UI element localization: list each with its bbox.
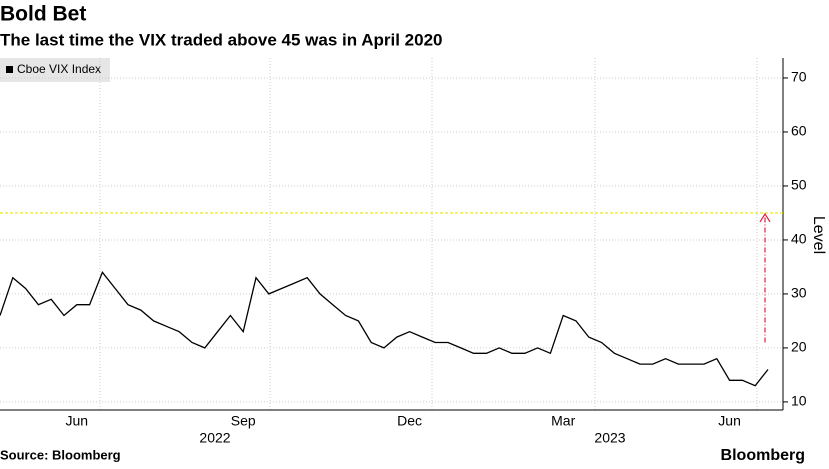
legend-label: Cboe VIX Index (17, 62, 101, 76)
y-axis-title: Level (810, 216, 827, 254)
x-tick-label: Jun (718, 413, 741, 429)
legend-swatch (6, 66, 13, 73)
source: Source: Bloomberg (0, 447, 121, 462)
y-tick-label: 30 (791, 285, 807, 301)
year-label: 2022 (199, 430, 230, 446)
y-tick-label: 40 (791, 231, 807, 247)
y-tick-label: 20 (791, 339, 807, 355)
y-tick-label: 50 (791, 177, 807, 193)
x-tick-label: Dec (397, 413, 422, 429)
y-tick-label: 10 (791, 393, 807, 409)
x-tick-label: Sep (231, 413, 256, 429)
y-tick-label: 70 (791, 69, 807, 85)
x-tick-label: Mar (551, 413, 575, 429)
chart-subtitle: The last time the VIX traded above 45 wa… (0, 30, 442, 49)
y-tick-label: 60 (791, 123, 807, 139)
arrow-head (759, 212, 771, 223)
year-label: 2023 (594, 430, 625, 446)
chart-title: Bold Bet (0, 3, 86, 26)
x-tick-label: Jun (66, 413, 89, 429)
brand: Bloomberg (721, 447, 805, 464)
line-series (0, 271, 769, 387)
